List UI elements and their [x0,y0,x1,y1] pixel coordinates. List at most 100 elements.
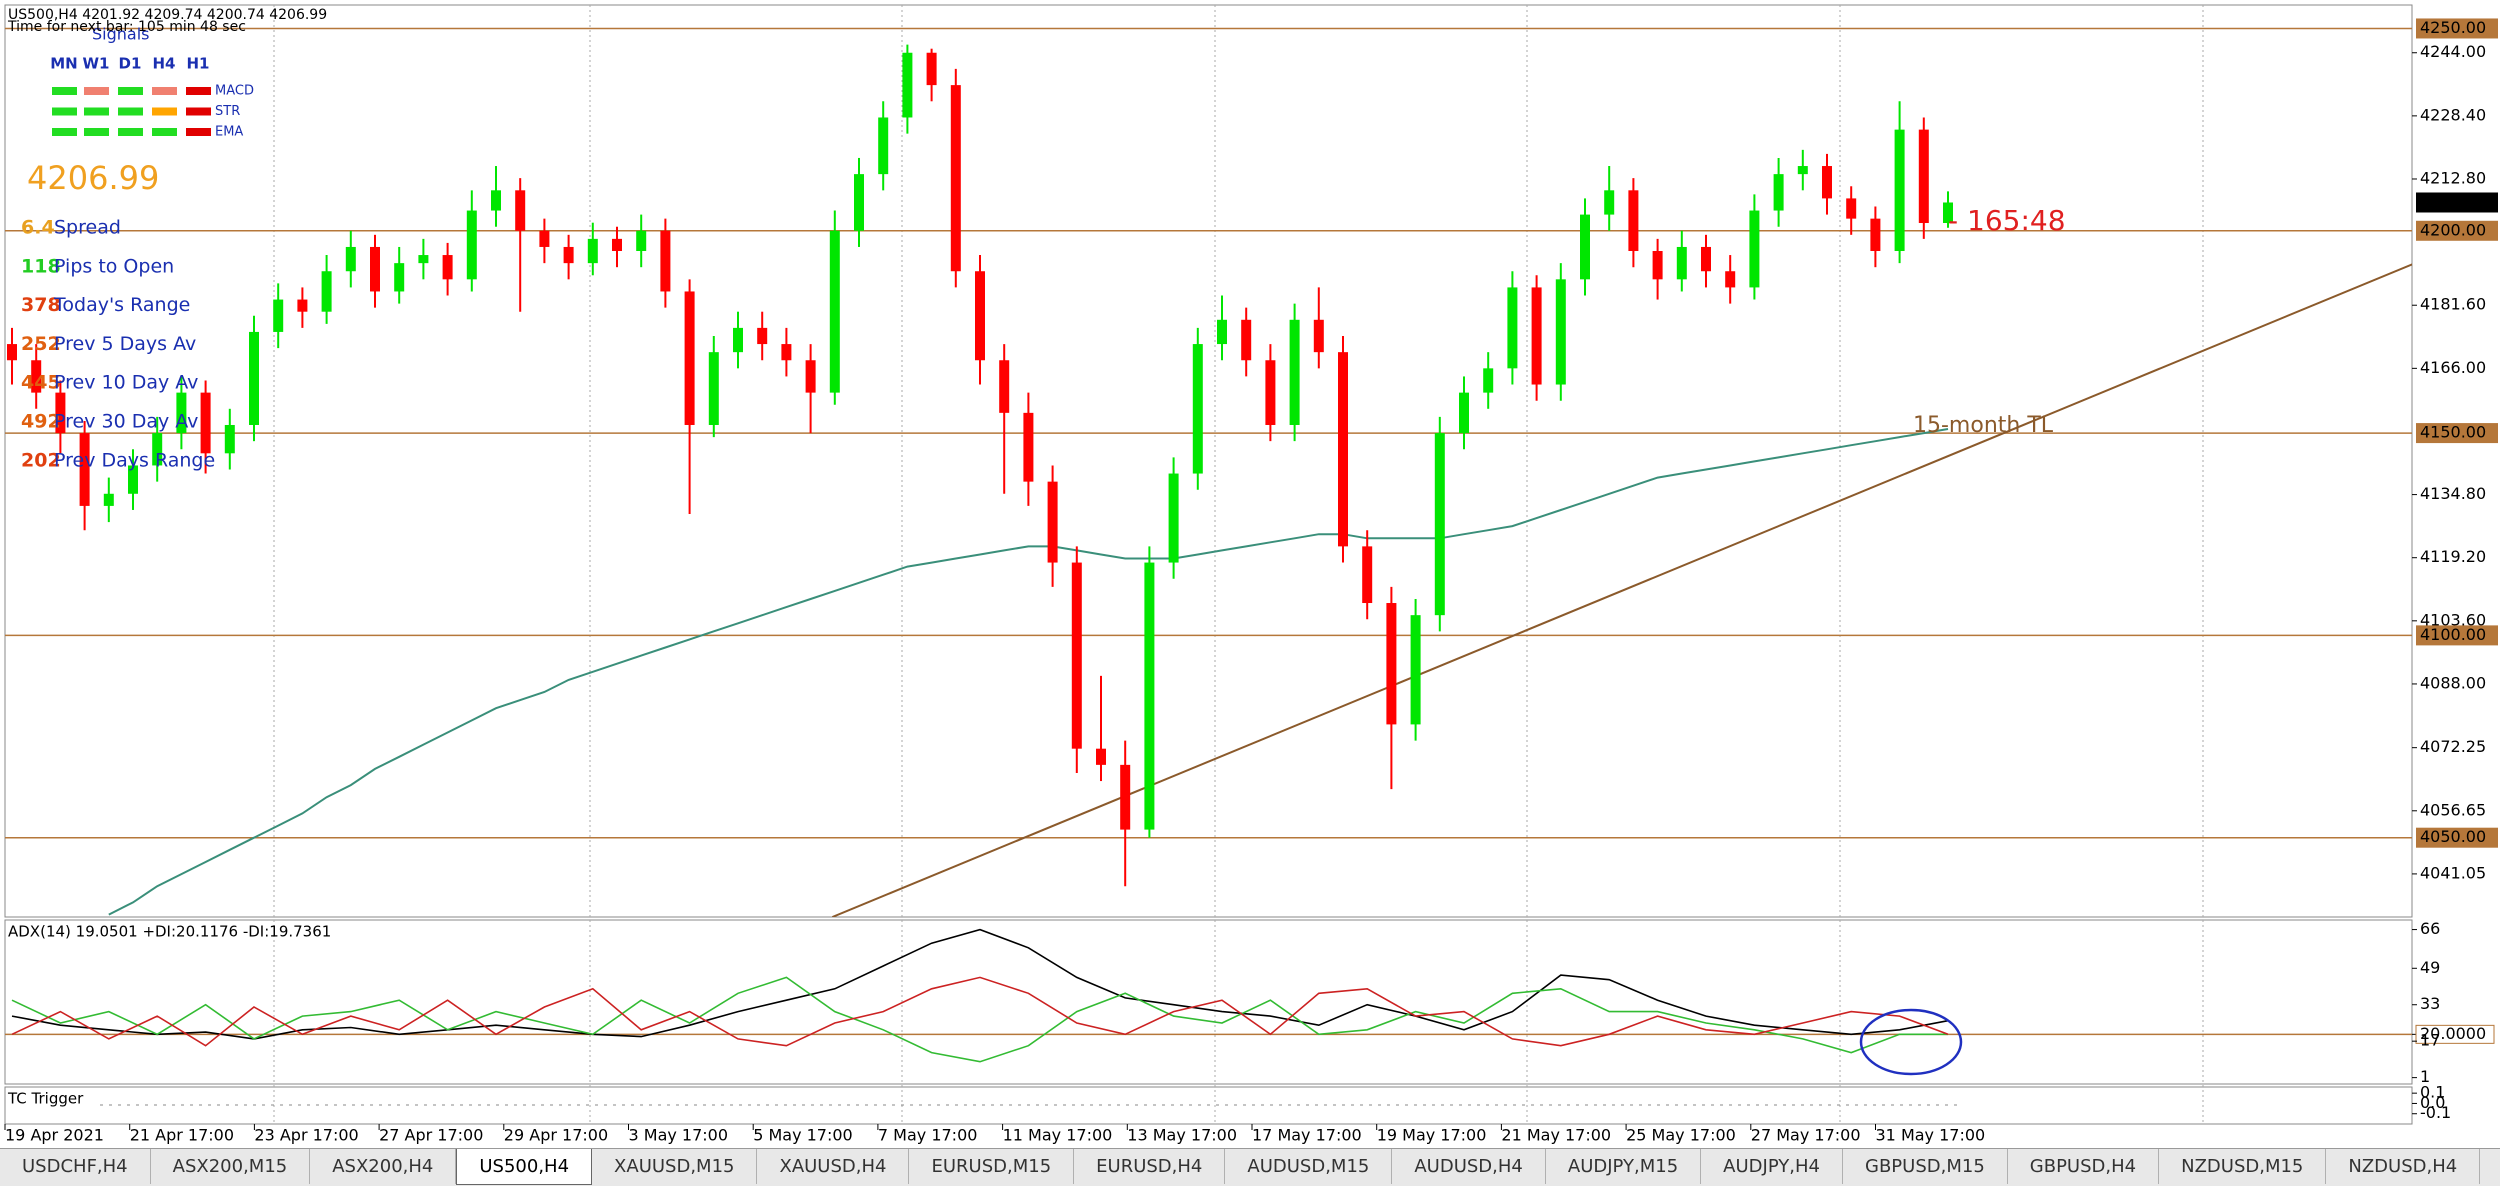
adx-line [11,928,1949,1040]
info-value: 378 [21,294,61,316]
candle-body [249,331,259,425]
candle-body [152,433,163,466]
y-tick-label: 17 [2420,1031,2440,1050]
signal-column: W1 [83,55,110,73]
chart-tab[interactable]: XAUUSD,M15 [592,1149,758,1184]
x-tick-label: 7 May 17:00 [878,1126,978,1145]
candle-body [1434,433,1445,616]
candle-body [1918,129,1929,224]
y-tick-label: 4181.60 [2420,295,2486,314]
info-label: Prev 10 Day Av [54,372,198,394]
info-value: 6.4 [21,217,55,239]
candle-body [1096,748,1106,765]
chart-tab[interactable]: AUDUSD,H4 [1392,1149,1546,1184]
candle-body [128,465,138,494]
candle-body [1410,615,1421,725]
signal-column: H4 [153,55,176,73]
chart-tab[interactable]: US500,H4 [456,1149,593,1185]
price-box [2416,192,2498,213]
candle-body [1459,392,1469,434]
level-label: 4150.00 [2420,423,2486,442]
y-tick-label: 1 [2420,1067,2430,1086]
candle-body [370,246,380,292]
chart-tab[interactable]: EURUSD,H4 [1074,1149,1226,1184]
candle-body [1168,473,1179,563]
chart-tab[interactable]: NZDUSD,M15 [2159,1149,2327,1184]
candle-body [1289,319,1300,425]
highlight-ellipse [1859,1008,1963,1076]
candle-body [950,85,961,272]
chart-tab[interactable]: AUDJPY,M15 [1546,1149,1702,1184]
candle-body [1241,319,1252,361]
candle-body [1217,319,1227,345]
y-tick-label: 49 [2420,958,2440,977]
signal-column: H1 [187,55,210,73]
big-price: 4206.99 [27,159,159,197]
chart-tab[interactable]: NZDUSD,H4 [2326,1149,2481,1184]
tab-bar: USDCHF,H4 ASX200,M15 ASX200,H4 US500,H4 XAUU… [0,1148,2500,1186]
chart-tab[interactable]: GBPUSD,M15 [1843,1149,2008,1184]
trendline [831,263,2412,917]
x-tick-label: 25 May 17:00 [1626,1126,1736,1145]
candle-body [1580,214,1590,280]
chart-tab[interactable]: AUDJPY,H4 [1701,1149,1843,1184]
y-tick-label: 66 [2420,919,2440,938]
candle-body [1507,287,1518,369]
signal-block [52,87,77,95]
candle-body [103,493,114,506]
signal-block [118,107,143,116]
x-tick-label: 21 May 17:00 [1501,1126,1611,1145]
info-label: Spread [54,217,121,239]
x-tick-label: 19 Apr 2021 [5,1126,104,1145]
x-tick-label: 13 May 17:00 [1127,1126,1237,1145]
chart-tab[interactable]: ASX200,H4 [310,1149,457,1184]
candle-body [1846,198,1857,219]
candle-body [297,299,308,312]
candle-body [684,291,695,425]
signals-title: Signals [92,25,149,44]
signal-column: MN [50,55,77,73]
info-value: 492 [21,411,61,433]
candle-body [1313,319,1324,353]
x-tick-label: 29 Apr 17:00 [504,1126,608,1145]
chart-tab[interactable]: GBPUSD,H4 [2008,1149,2160,1184]
level-box [2415,1024,2495,1044]
candle-body [1676,246,1687,280]
candle-body [1555,279,1566,385]
candle-body [999,360,1010,413]
candle-body [1338,352,1348,547]
y-tick-label: 20.0000 [2420,1024,2486,1043]
candle-body [660,230,671,292]
chart-tab[interactable]: AUDUSD,M15 [1225,1149,1393,1184]
level-label: 4100.00 [2420,625,2486,644]
y-tick-label: 4056.65 [2420,800,2486,819]
chart-tab[interactable]: USDJPY,M15 [2480,1149,2500,1184]
info-label: Today's Range [53,294,190,316]
candle-body [1265,360,1276,425]
candle-body [1071,562,1082,749]
x-tick-label: 17 May 17:00 [1252,1126,1362,1145]
main-panel [4,4,2413,918]
x-tick-label: 31 May 17:00 [1876,1126,1986,1145]
candle-body [878,117,889,175]
info-label: Pips to Open [54,255,174,277]
y-tick-label: 4228.40 [2420,105,2486,124]
signal-block [84,87,109,95]
candle-body [1749,210,1760,288]
candle-body [733,327,743,353]
candle-body [1725,271,1736,288]
candle-body [1870,218,1881,252]
candle-body [902,52,913,118]
chart-tab[interactable]: XAUUSD,H4 [757,1149,910,1184]
chart-tab[interactable]: USDCHF,H4 [0,1149,151,1184]
level-box [2416,423,2498,444]
candle-body [1120,764,1131,830]
chart-tab[interactable]: ASX200,M15 [151,1149,311,1184]
candle-body [805,360,816,393]
x-tick-label: 5 May 17:00 [753,1126,853,1145]
chart-tab[interactable]: EURUSD,M15 [909,1149,1075,1184]
y-tick-label: 0.0 [2420,1093,2445,1112]
candle-body [612,238,622,252]
signal-label: STR [215,104,240,119]
